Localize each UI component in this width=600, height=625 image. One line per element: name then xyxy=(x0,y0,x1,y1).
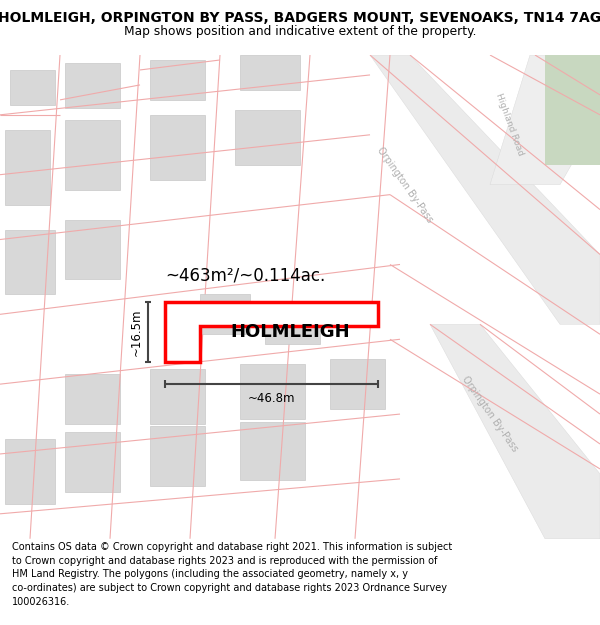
Bar xyxy=(65,219,120,279)
Bar xyxy=(10,70,55,105)
Bar xyxy=(65,432,120,492)
Bar xyxy=(200,294,250,334)
Text: Orpington By-Pass: Orpington By-Pass xyxy=(460,374,520,454)
Bar xyxy=(150,369,205,424)
Bar xyxy=(330,359,385,409)
Bar xyxy=(240,422,305,480)
Bar xyxy=(240,364,305,419)
Bar xyxy=(65,374,120,424)
Text: ~463m²/~0.114ac.: ~463m²/~0.114ac. xyxy=(165,266,325,284)
Bar xyxy=(150,426,205,486)
Text: Map shows position and indicative extent of the property.: Map shows position and indicative extent… xyxy=(124,26,476,39)
Bar xyxy=(65,63,120,108)
Text: Contains OS data © Crown copyright and database right 2021. This information is : Contains OS data © Crown copyright and d… xyxy=(12,542,452,607)
Bar xyxy=(235,110,300,165)
Text: ~16.5m: ~16.5m xyxy=(130,309,143,356)
Bar xyxy=(150,60,205,100)
Polygon shape xyxy=(165,302,378,362)
Polygon shape xyxy=(430,324,600,539)
Bar xyxy=(5,439,55,504)
Bar xyxy=(5,229,55,294)
Bar xyxy=(240,55,300,90)
Polygon shape xyxy=(490,55,600,184)
Polygon shape xyxy=(545,55,600,165)
Bar xyxy=(5,130,50,204)
Bar xyxy=(65,120,120,189)
Text: Orpington By-Pass: Orpington By-Pass xyxy=(375,145,435,224)
Bar xyxy=(150,115,205,179)
Text: ~46.8m: ~46.8m xyxy=(248,392,295,405)
Polygon shape xyxy=(370,55,600,324)
Bar xyxy=(265,304,320,344)
Text: Highland Road: Highland Road xyxy=(494,92,526,158)
Text: HOLMLEIGH: HOLMLEIGH xyxy=(230,323,350,341)
Text: HOLMLEIGH, ORPINGTON BY PASS, BADGERS MOUNT, SEVENOAKS, TN14 7AG: HOLMLEIGH, ORPINGTON BY PASS, BADGERS MO… xyxy=(0,11,600,25)
